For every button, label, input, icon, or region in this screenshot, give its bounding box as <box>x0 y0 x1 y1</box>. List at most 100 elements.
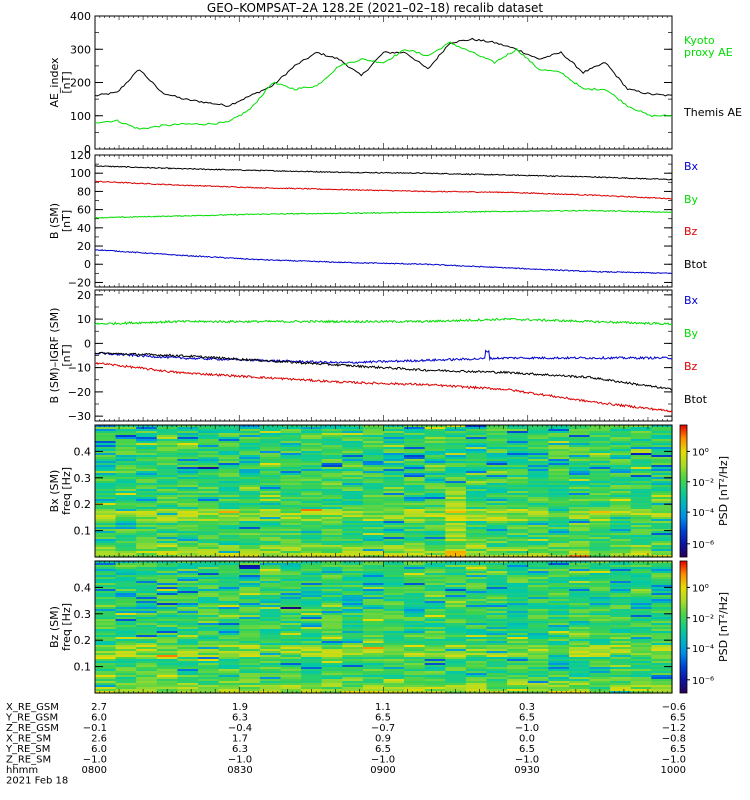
spectrogram-cell <box>342 469 364 472</box>
spectrogram-cell <box>383 555 405 558</box>
spectrogram-cell <box>507 609 529 612</box>
spectrogram-cell <box>156 489 178 492</box>
spectrogram-cell <box>280 525 302 528</box>
spectrogram-cell <box>95 485 117 488</box>
spectrogram-cell <box>342 651 364 654</box>
spectrogram-cell <box>115 671 137 674</box>
spectrogram-cell <box>630 469 652 472</box>
spectrogram-cell <box>362 449 385 452</box>
spectrogram-cell <box>651 595 673 598</box>
spectrogram-cell <box>95 661 117 664</box>
spectrogram-cell <box>445 583 467 586</box>
spectrogram-cell <box>136 525 158 528</box>
spectrogram-cell <box>156 659 178 662</box>
spectrogram-cell <box>115 669 137 672</box>
spectrogram-cell <box>239 575 261 578</box>
spectrogram-cell <box>198 549 220 552</box>
spectrogram-cell <box>239 475 261 478</box>
spectrogram-cell <box>259 665 282 668</box>
spectrogram-cell <box>424 487 446 490</box>
spectrogram-cell <box>177 627 199 630</box>
spectrogram-cell <box>383 455 405 458</box>
spectrogram-cell <box>486 595 508 598</box>
spectrogram-cell <box>95 619 117 622</box>
spectrogram-cell <box>115 495 137 498</box>
spectrogram-cell <box>465 585 488 588</box>
spectrogram-cell <box>527 529 549 532</box>
spectrogram-cell <box>424 649 446 652</box>
spectrogram-cell <box>177 435 199 438</box>
spectrogram-cell <box>321 635 343 638</box>
spectrogram-cell <box>610 659 632 662</box>
spectrogram-cell <box>362 615 385 618</box>
spectrogram-cell <box>548 525 570 528</box>
spectrogram-cell <box>280 593 302 596</box>
spectrogram-cell <box>465 569 488 572</box>
spectrogram-cell <box>239 595 261 598</box>
spectrogram-cell <box>198 645 220 648</box>
spectrogram-cell <box>136 473 158 476</box>
spectrogram-cell <box>610 561 632 564</box>
spectrogram-cell <box>486 549 508 552</box>
spectrogram-cell <box>507 615 529 618</box>
spectrogram-cell <box>321 639 343 642</box>
spectrogram-cell <box>95 479 117 482</box>
spectrogram-cell <box>569 575 591 578</box>
y-tick-label: 200 <box>70 77 91 90</box>
spectrogram-cell <box>548 467 570 470</box>
spectrogram-cell <box>383 543 405 546</box>
spectrogram-cell <box>280 523 302 526</box>
spectrogram-cell <box>465 475 488 478</box>
spectrogram-cell <box>507 525 529 528</box>
spectrogram-cell <box>218 667 240 670</box>
spectrogram-cell <box>445 589 467 592</box>
spectrogram-cell <box>280 653 302 656</box>
spectrogram-cell <box>486 469 508 472</box>
spectrogram-cell <box>651 459 673 462</box>
spectrogram-cell <box>218 535 240 538</box>
spectrogram-cell <box>507 519 529 522</box>
spectrogram-cell <box>404 477 426 480</box>
spectrogram-cell <box>362 673 385 676</box>
spectrogram-cell <box>218 635 240 638</box>
spectrogram-cell <box>198 641 220 644</box>
spectrogram-cell <box>115 677 137 680</box>
spectrogram-cell <box>445 653 467 656</box>
spectrogram-cell <box>651 451 673 454</box>
spectrogram-cell <box>342 565 364 568</box>
spectrogram-cell <box>95 529 117 532</box>
spectrogram-cell <box>630 429 652 432</box>
spectrogram-cell <box>239 517 261 520</box>
spectrogram-cell <box>342 449 364 452</box>
spectrogram-cell <box>280 521 302 524</box>
spectrogram-cell <box>630 547 652 550</box>
spectrogram-cell <box>404 663 426 666</box>
spectrogram-cell <box>548 459 570 462</box>
spectrogram-cell <box>630 467 652 470</box>
spectrogram-cell <box>383 435 405 438</box>
spectrogram-cell <box>569 437 591 440</box>
spectrogram-cell <box>259 635 282 638</box>
spectrogram-cell <box>362 469 385 472</box>
spectrogram-cell <box>156 549 178 552</box>
spectrogram-cell <box>630 427 652 430</box>
spectrogram-cell <box>424 573 446 576</box>
spectrogram-cell <box>569 609 591 612</box>
spectrogram-cell <box>198 507 220 510</box>
spectrogram-cell <box>156 467 178 470</box>
spectrogram-cell <box>280 425 302 428</box>
spectrogram-cell <box>548 603 570 606</box>
legend-entry: By <box>684 327 699 340</box>
spectrogram-cell <box>445 451 467 454</box>
spectrogram-cell <box>404 653 426 656</box>
spectrogram-cell <box>95 589 117 592</box>
spectrogram-cell <box>589 531 611 534</box>
spectrogram-cell <box>569 685 591 688</box>
spectrogram-cell <box>651 541 673 544</box>
spectrogram-cell <box>177 651 199 654</box>
spectrogram-cell <box>321 585 343 588</box>
spectrogram-cell <box>404 435 426 438</box>
spectrogram-cell <box>589 467 611 470</box>
spectrogram-cell <box>177 563 199 566</box>
spectrogram-cell <box>383 437 405 440</box>
